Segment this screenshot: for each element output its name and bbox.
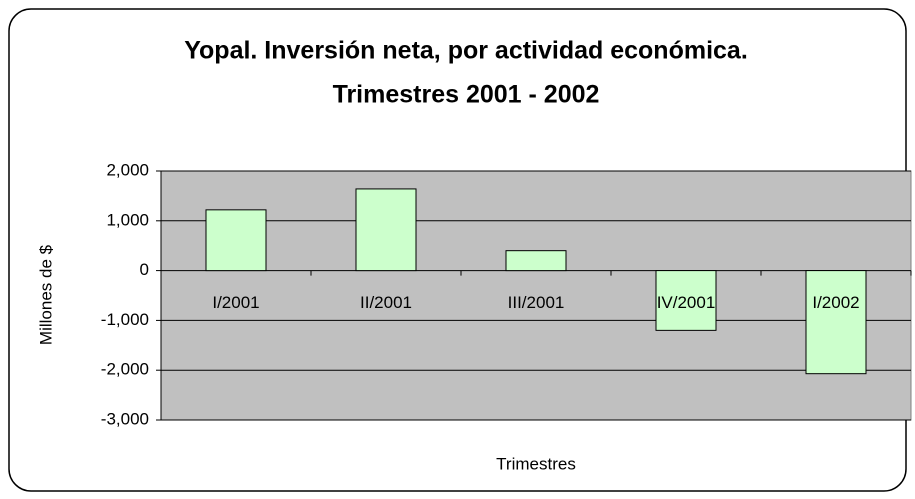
plot-area xyxy=(160,170,912,421)
y-tick-label: -1,000 xyxy=(101,310,149,329)
y-tick-label: -3,000 xyxy=(101,409,149,428)
x-tick-label: IV/2001 xyxy=(657,293,716,312)
bar xyxy=(355,188,417,272)
y-tick-label: 0 xyxy=(140,260,149,279)
x-axis-label: Trimestres xyxy=(496,454,576,473)
bar xyxy=(655,270,717,331)
chart-title: Yopal. Inversión neta, por actividad eco… xyxy=(184,37,748,65)
x-tick-label: II/2001 xyxy=(360,293,412,312)
bar xyxy=(805,270,867,375)
y-tick-label: -2,000 xyxy=(101,360,149,379)
y-tick-label: 2,000 xyxy=(106,160,149,179)
y-tick-label: 1,000 xyxy=(106,210,149,229)
x-tick-label: I/2002 xyxy=(812,293,859,312)
y-axis-label: Millones de $ xyxy=(36,244,55,345)
x-tick-label: III/2001 xyxy=(508,293,565,312)
bar xyxy=(505,250,567,272)
x-tick-label: I/2001 xyxy=(212,293,259,312)
bar xyxy=(205,209,267,272)
chart-title: Trimestres 2001 - 2002 xyxy=(333,81,600,109)
